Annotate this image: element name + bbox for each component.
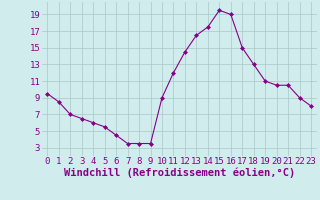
X-axis label: Windchill (Refroidissement éolien,°C): Windchill (Refroidissement éolien,°C) xyxy=(64,168,295,178)
